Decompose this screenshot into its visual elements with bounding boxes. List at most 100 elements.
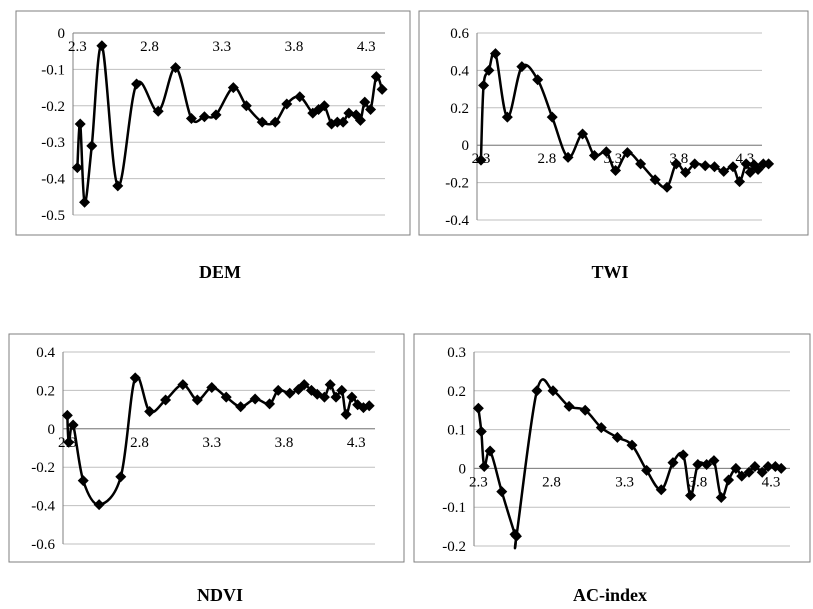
- y-tick-label: -0.3: [41, 135, 65, 151]
- data-point: [740, 158, 752, 170]
- data-point: [595, 422, 607, 434]
- data-point: [365, 103, 377, 115]
- x-tick-label: 2.8: [130, 435, 149, 451]
- data-point: [86, 140, 98, 152]
- y-tick-label: 0.2: [36, 383, 55, 399]
- x-tick-label: 3.8: [688, 474, 707, 490]
- data-point: [496, 486, 508, 498]
- chart-panel-2: 0.60.40.20-0.2-0.42.32.83.33.84.3: [418, 10, 809, 236]
- data-point: [701, 459, 713, 471]
- data-point: [269, 116, 281, 128]
- data-point: [191, 394, 203, 406]
- data-point: [340, 408, 352, 420]
- caption-twi: TWI: [591, 262, 629, 282]
- data-point: [532, 74, 544, 86]
- data-point: [655, 484, 667, 496]
- data-point: [762, 460, 774, 472]
- data-point: [667, 457, 679, 469]
- data-point: [709, 161, 720, 173]
- data-point: [144, 406, 156, 418]
- data-point: [641, 464, 653, 476]
- data-point: [775, 462, 787, 474]
- data-point: [756, 466, 768, 478]
- data-point: [115, 471, 127, 483]
- y-tick-label: -0.4: [41, 172, 65, 188]
- data-point: [489, 48, 501, 60]
- data-point: [577, 128, 589, 140]
- y-tick-label: 0: [48, 422, 56, 438]
- y-tick-label: 0.2: [447, 384, 466, 400]
- data-point: [677, 449, 689, 461]
- x-tick-label: 2.8: [542, 474, 561, 490]
- data-point: [63, 436, 75, 448]
- y-tick-label: 0.1: [447, 423, 466, 439]
- data-point: [472, 402, 484, 414]
- y-tick-label: -0.2: [41, 99, 65, 115]
- data-point: [284, 387, 296, 399]
- caption-ac-index: AC-index: [572, 585, 647, 605]
- data-point: [736, 470, 748, 482]
- chart-frame: [418, 10, 809, 236]
- data-point: [547, 385, 559, 397]
- chart-panel-1: 0 -0.1 -0.2 -0.3 -0.4 -0.5 2.3 2.8 3.3 3.8 4.3: [15, 10, 411, 236]
- x-tick-label: 3.3: [212, 39, 231, 55]
- data-point: [160, 394, 172, 406]
- data-point: [715, 492, 727, 503]
- x-tick-label: 3.8: [275, 435, 294, 451]
- data-point: [749, 460, 761, 472]
- x-tick-label: 2.8: [538, 151, 557, 167]
- data-point: [318, 100, 330, 112]
- data-point: [294, 91, 306, 103]
- chart-frame: [8, 333, 405, 563]
- data-point: [376, 83, 388, 95]
- data-point: [661, 181, 673, 193]
- chart-panel-3: 0.40.20-0.2-0.4-0.62.32.83.33.84.3: [8, 333, 405, 563]
- y-tick-label: 0.4: [450, 63, 469, 79]
- data-point: [235, 401, 247, 413]
- y-tick-label: 0.3: [447, 345, 466, 361]
- caption-ndvi: NDVI: [196, 585, 243, 605]
- data-point: [370, 71, 382, 83]
- data-point: [483, 64, 495, 76]
- data-point: [685, 490, 697, 502]
- data-point: [743, 466, 755, 478]
- data-point: [562, 151, 574, 163]
- data-point: [96, 40, 108, 52]
- y-tick-label: -0.6: [31, 537, 55, 553]
- data-point: [298, 379, 310, 391]
- data-point: [478, 79, 490, 91]
- y-tick-label: 0.4: [36, 345, 55, 361]
- data-point: [579, 404, 591, 416]
- data-point: [210, 109, 222, 121]
- y-tick-label: -0.2: [445, 176, 469, 192]
- data-point: [61, 409, 73, 421]
- data-point: [185, 113, 197, 125]
- chart-panel-4: 0.3 0.2 0.1 0 -0.1 -0.2 2.3 2.8 3.3 3.8 4.3: [413, 333, 811, 563]
- y-tick-label: -0.4: [445, 213, 469, 229]
- data-point: [510, 530, 522, 542]
- data-point: [152, 105, 164, 117]
- x-tick-label: 2.3: [469, 474, 488, 490]
- data-point: [198, 111, 210, 123]
- x-tick-label: 4.3: [347, 435, 366, 451]
- data-point: [281, 98, 293, 110]
- data-point: [264, 398, 276, 410]
- data-point: [240, 100, 252, 112]
- x-tick-label: 3.3: [202, 435, 221, 451]
- data-point: [79, 196, 91, 208]
- data-point: [256, 116, 268, 128]
- x-tick-label: 2.3: [68, 39, 87, 55]
- data-point: [93, 499, 105, 511]
- caption-dem: DEM: [199, 262, 241, 282]
- data-point: [74, 118, 86, 130]
- data-point: [635, 158, 647, 170]
- x-tick-label: 4.3: [357, 39, 376, 55]
- data-point: [346, 391, 358, 403]
- data-point: [475, 154, 487, 166]
- data-point: [129, 372, 141, 384]
- data-point: [501, 111, 513, 123]
- data-point: [610, 164, 622, 176]
- data-point: [588, 149, 600, 161]
- data-point: [206, 382, 218, 394]
